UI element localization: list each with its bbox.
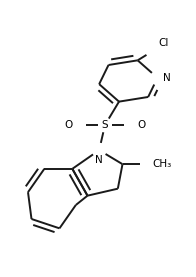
Text: O: O — [138, 120, 146, 130]
Text: N: N — [163, 73, 171, 83]
Text: Cl: Cl — [159, 37, 169, 47]
Text: CH₃: CH₃ — [153, 159, 172, 169]
Text: O: O — [64, 120, 72, 130]
Text: N: N — [95, 155, 103, 165]
Text: S: S — [102, 120, 108, 130]
